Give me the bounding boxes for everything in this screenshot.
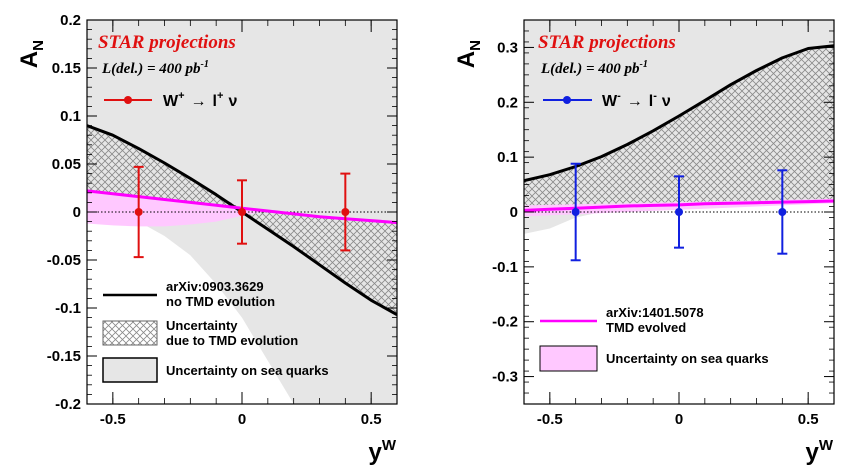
left-legend-hatch-2: due to TMD evolution [166, 333, 298, 348]
right-lumi: L(del.) = 400 pb-1 [540, 59, 648, 77]
right-ytitle-sub: N [467, 40, 484, 51]
left-data-point [237, 179, 247, 245]
right-point-marker [675, 208, 683, 216]
left-ytick-label: 0.1 [60, 108, 81, 125]
right-ticks: -0.3 -0.2 -0.1 0 0.1 0.2 0.3 -0.5 0 0.5 [492, 19, 835, 428]
left-hatch-band-layer [87, 125, 397, 315]
left-legend-sea-swatch [102, 357, 158, 383]
left-legend-data-marker [124, 96, 132, 104]
right-chart-title: STAR projections [538, 32, 676, 53]
left-ytick-label: 0.05 [52, 156, 81, 173]
left-pink-band-layer [87, 190, 268, 227]
right-legend-sea-swatch [539, 345, 598, 372]
right-plot-area [524, 20, 834, 262]
left-lumi-sup: -1 [201, 59, 209, 70]
right-points-layer [570, 162, 788, 262]
right-data-point [674, 175, 684, 249]
left-legend-data: W+ → l+ ν [104, 90, 237, 110]
left-ytitle: AN [16, 40, 47, 68]
left-plot-area [87, 20, 397, 404]
right-legend-data: W- → l-ν [543, 90, 671, 110]
right-legend-tmd-evolved: TMD evolved [606, 320, 686, 335]
right-point-marker [571, 208, 580, 216]
right-panel: -0.3 -0.2 -0.1 0 0.1 0.2 0.3 -0.5 0 0.5 AN yW STA… [453, 19, 835, 466]
left-xtitle-sup: W [382, 437, 397, 454]
left-lumi: L(del.) = 400 pb-1 [101, 59, 209, 77]
left-data-point [133, 165, 144, 259]
right-ytick-label: 0.2 [497, 94, 518, 111]
left-legend-sea-label: Uncertainty on sea quarks [166, 363, 329, 378]
right-ytick-label: -0.2 [492, 314, 518, 331]
right-ytick-label: 0.3 [497, 39, 518, 56]
right-series-3-tmd-hatch-band [524, 45, 834, 211]
right-point-marker [778, 208, 787, 216]
left-ytick-label: -0.1 [55, 300, 81, 317]
left-ytick-label: 0.2 [60, 12, 81, 29]
right-data-point [777, 169, 788, 255]
left-xtick-label: 0 [238, 411, 246, 428]
right-xtick-label: 0 [675, 411, 683, 428]
right-ytick-label: -0.1 [492, 259, 518, 276]
left-point-marker [238, 208, 246, 216]
right-xtitle-sup: W [819, 437, 834, 454]
right-xtick-label: 0.5 [798, 411, 819, 428]
left-legend-hatch-1: Uncertainty [166, 318, 238, 333]
left-legend-no-tmd: no TMD evolution [166, 294, 275, 309]
right-xtick-label: -0.5 [537, 411, 563, 428]
left-point-marker [341, 208, 350, 216]
right-lumi-sup: -1 [640, 59, 648, 70]
right-data-point [570, 162, 581, 262]
left-legend-arxiv: arXiv:0903.3629 [166, 279, 264, 294]
left-chart-title: STAR projections [98, 32, 236, 53]
right-xtitle: yW [805, 437, 833, 466]
left-series-4-pink-band [87, 190, 268, 227]
left-series-3-tmd-hatch-band [87, 125, 397, 315]
right-ytick-label: 0 [510, 204, 518, 221]
left-legend-box: arXiv:0903.3629 no TMD evolution Uncerta… [102, 279, 329, 383]
left-ytick-label: -0.15 [47, 348, 81, 365]
right-legend-box: arXiv:1401.5078 TMD evolved Uncertainty … [539, 305, 769, 372]
left-xtitle: yW [368, 437, 396, 466]
left-panel: -0.2 -0.15 -0.1 -0.05 0 0.05 0.1 0.15 0.2 -0.5 0 0.… [16, 12, 398, 466]
right-legend-data-label: W- → l-ν [602, 90, 671, 110]
right-legend-data-marker [563, 96, 571, 104]
left-ticks: -0.2 -0.15 -0.1 -0.05 0 0.05 0.1 0.15 0.2 -0.5 0 0.… [47, 12, 398, 428]
left-legend-hatch-swatch [102, 320, 158, 346]
left-xtick-label: -0.5 [100, 411, 126, 428]
left-ytitle-sub: N [30, 40, 47, 51]
right-hatch-band-layer [524, 45, 834, 211]
right-ytick-label: 0.1 [497, 149, 518, 166]
left-data-point [340, 172, 351, 252]
left-legend-data-label: W+ → l+ ν [163, 90, 237, 110]
right-ytitle: AN [453, 40, 484, 68]
left-point-marker [134, 208, 143, 216]
left-points-layer [133, 165, 351, 259]
left-ytick-label: -0.05 [47, 252, 81, 269]
right-legend-sea-label: Uncertainty on sea quarks [606, 351, 769, 366]
right-legend-arxiv: arXiv:1401.5078 [606, 305, 704, 320]
left-xtick-label: 0.5 [361, 411, 382, 428]
right-ytick-label: -0.3 [492, 369, 518, 386]
left-ytick-label: -0.2 [55, 396, 81, 413]
left-ytick-label: 0.15 [52, 60, 81, 77]
left-ytick-label: 0 [73, 204, 81, 221]
